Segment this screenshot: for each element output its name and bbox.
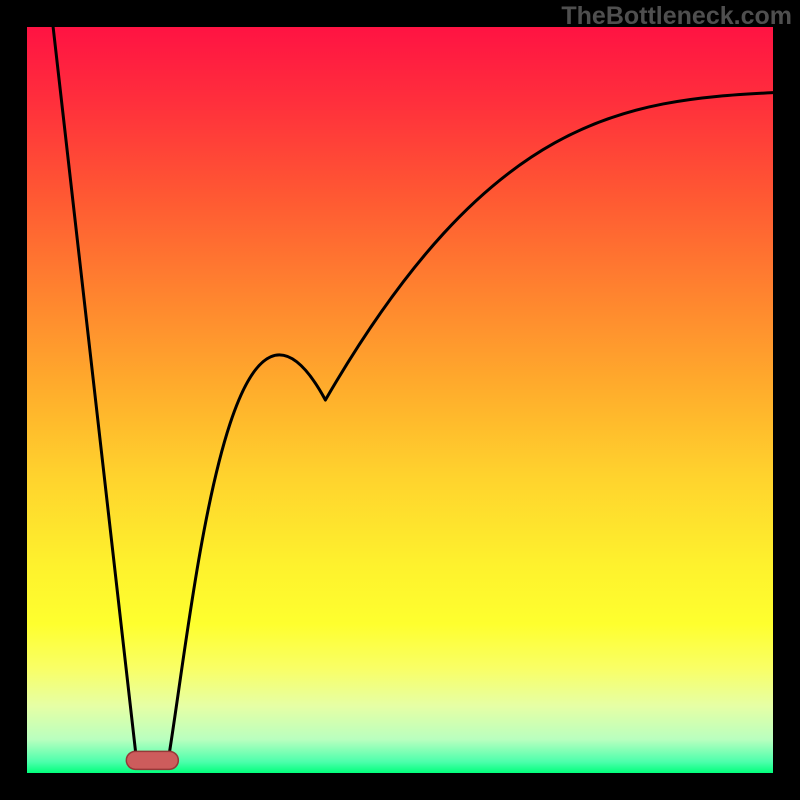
- watermark-text: TheBottleneck.com: [561, 2, 792, 31]
- gradient-background: [27, 27, 773, 773]
- optimal-range-marker: [126, 751, 178, 769]
- chart-container: TheBottleneck.com: [0, 0, 800, 800]
- bottleneck-chart: [0, 0, 800, 800]
